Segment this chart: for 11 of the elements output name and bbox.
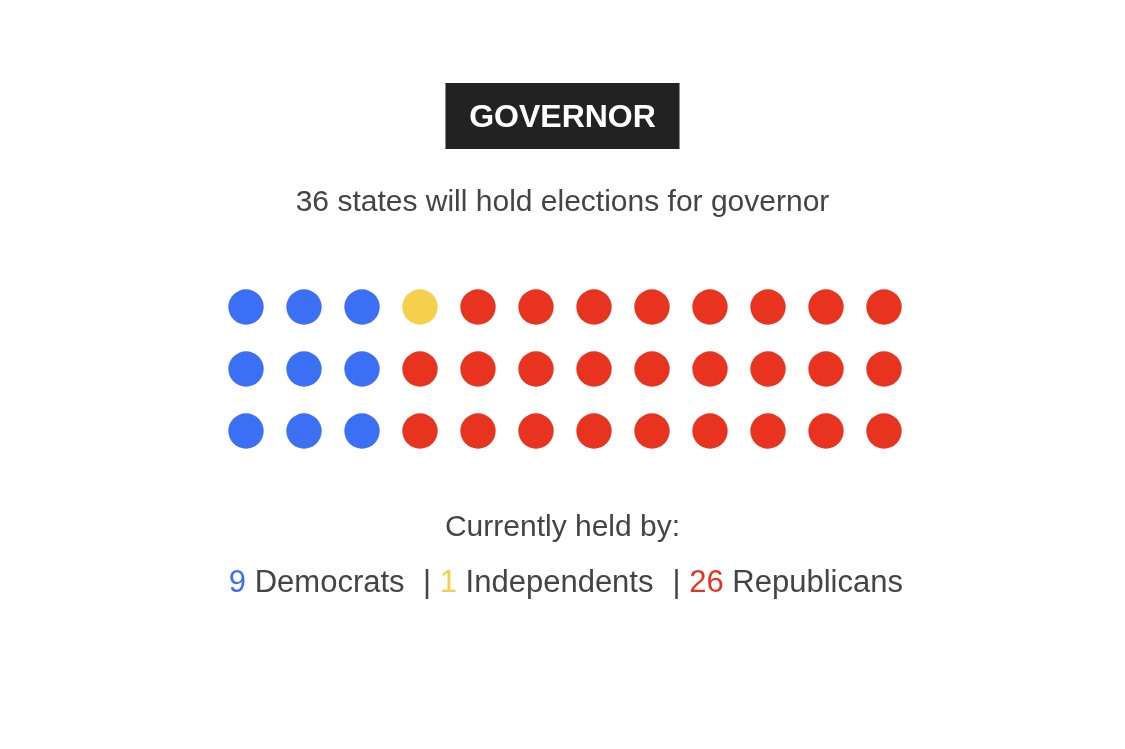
category-label: Democrats (254, 564, 405, 599)
data-label: 1 (439, 564, 457, 599)
text: 36 states will hold elections for governor (295, 184, 830, 217)
data-label: 26 (689, 564, 724, 599)
text: GOVERNOR (469, 98, 656, 134)
category-label: Republicans (732, 564, 903, 599)
category-label: Independents (465, 564, 654, 599)
data-label: 9 (228, 564, 247, 599)
text: | (423, 564, 432, 599)
text: Currently held by: (444, 509, 681, 542)
text: | (672, 564, 681, 599)
